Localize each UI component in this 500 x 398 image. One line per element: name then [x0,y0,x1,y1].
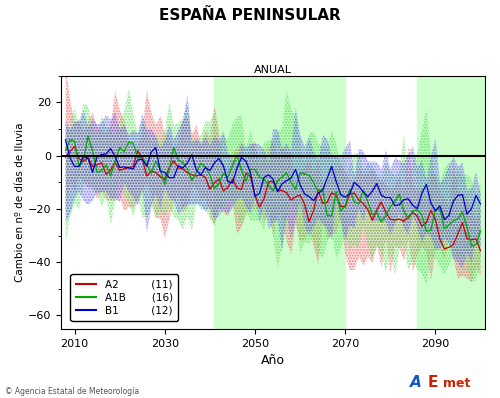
Text: E: E [428,375,438,390]
Text: A: A [410,375,422,390]
Text: © Agencia Estatal de Meteorología: © Agencia Estatal de Meteorología [5,387,139,396]
Title: ANUAL: ANUAL [254,65,292,75]
Text: ESPAÑA PENINSULAR: ESPAÑA PENINSULAR [159,8,341,23]
Legend: A2          (11), A1B        (16), B1          (12): A2 (11), A1B (16), B1 (12) [70,274,178,321]
Text: met: met [442,377,470,390]
Y-axis label: Cambio en nº de días de lluvia: Cambio en nº de días de lluvia [15,123,25,282]
Bar [214,76,345,329]
Bar [418,76,485,329]
X-axis label: Año: Año [261,354,285,367]
